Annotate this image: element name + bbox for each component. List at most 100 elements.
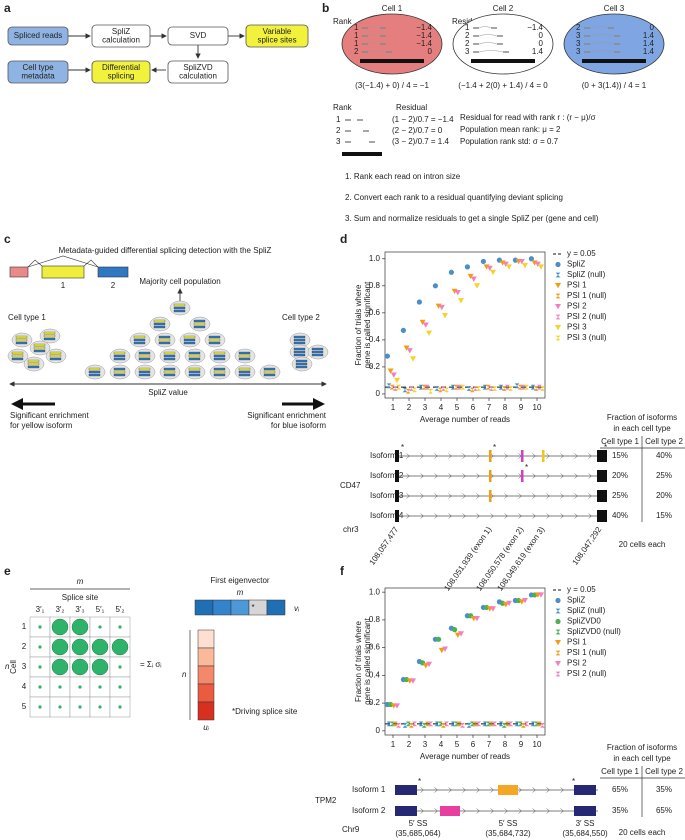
read-glyph	[293, 341, 306, 345]
point	[406, 348, 413, 354]
chevron	[476, 473, 480, 479]
point	[502, 261, 509, 267]
read-junction	[589, 50, 615, 53]
read-glyph	[293, 335, 306, 339]
matrix-circle	[98, 625, 102, 629]
read-junction	[478, 34, 498, 37]
chevron	[588, 493, 592, 499]
vector-cell	[194, 599, 214, 616]
table-cell: 15%	[612, 451, 628, 460]
legend-label: PSI 2	[567, 302, 587, 311]
read-glyph	[138, 357, 151, 361]
point	[474, 283, 480, 289]
point	[524, 721, 529, 727]
rank: 2	[336, 126, 341, 135]
vector-cell	[212, 599, 232, 616]
point	[517, 384, 523, 390]
rank: 2	[465, 31, 470, 40]
vector-cell	[197, 647, 215, 667]
point	[442, 646, 448, 652]
note: Residual for read with rank r : (r − μ)/…	[460, 113, 596, 122]
chevron	[420, 808, 424, 814]
point	[489, 721, 494, 727]
table-cell: 20%	[656, 491, 672, 500]
residual: 1.4	[643, 31, 655, 40]
panel-label: b	[322, 1, 329, 15]
chevron	[462, 473, 466, 479]
panel-label: f	[340, 564, 345, 578]
point	[516, 597, 522, 604]
matrix-circle	[118, 685, 122, 689]
y-tick-label: 1.0	[369, 587, 381, 596]
point	[402, 722, 408, 728]
y-tick-label: 0	[376, 726, 381, 735]
matrix-circle	[111, 638, 129, 656]
legend-marker	[555, 597, 561, 604]
flow-box	[91, 24, 151, 48]
read-glyph	[138, 351, 151, 355]
heading: Rank	[333, 103, 353, 112]
point	[450, 384, 456, 390]
read-glyph	[213, 357, 226, 361]
point	[508, 386, 513, 391]
legend-label: SpliZ	[567, 260, 585, 269]
y-tick-label: 0.6	[369, 308, 381, 317]
read-glyph	[293, 347, 306, 351]
read-glyph	[238, 370, 251, 374]
matrix-circle	[71, 618, 89, 636]
read-glyph	[193, 322, 206, 326]
point	[540, 722, 545, 728]
read-glyph	[213, 370, 226, 374]
gene-bar	[360, 59, 424, 63]
cell-name: Cell 3	[604, 4, 625, 13]
table-cell: 65%	[612, 785, 628, 794]
legend-label: SpliZVD0 (null)	[567, 627, 621, 636]
read-junction	[478, 50, 504, 53]
legend-marker	[555, 608, 561, 614]
point	[517, 721, 523, 727]
vector-cell	[197, 701, 215, 721]
vector-cell	[197, 629, 215, 649]
exon	[395, 490, 399, 502]
exon	[574, 806, 596, 816]
read-glyph	[11, 357, 24, 361]
flow-box	[7, 26, 69, 46]
dimension: m	[237, 588, 244, 597]
point	[460, 384, 465, 390]
column-label: 5′₂	[115, 605, 124, 614]
read-glyph	[33, 346, 46, 350]
table-cell: 25%	[656, 471, 672, 480]
residual: −1.4	[416, 31, 432, 40]
table-heading: in each cell type	[613, 424, 671, 433]
exon	[574, 785, 596, 795]
rank: 1	[354, 31, 359, 40]
dimension: m	[77, 577, 84, 586]
flow-arrows	[68, 33, 245, 73]
point	[490, 606, 496, 612]
point	[442, 313, 448, 319]
point	[418, 384, 424, 390]
read-junction	[478, 26, 492, 29]
read-glyph	[88, 370, 101, 374]
step: 1. Rank each read on intron size	[345, 172, 461, 181]
annotation: Cell type 1	[8, 313, 46, 322]
flow-label: SpliZ	[112, 27, 130, 36]
y-axis-label: Fraction of trials where	[354, 284, 363, 365]
read-glyph	[138, 354, 151, 358]
rank: 1	[354, 23, 359, 32]
chevron	[546, 513, 550, 519]
point	[394, 377, 400, 384]
vector-cell	[197, 683, 215, 703]
chevron	[462, 493, 466, 499]
read-junction	[478, 42, 498, 45]
read-glyph	[88, 367, 101, 371]
x-tick-label: 3	[423, 403, 428, 412]
matrix-circle	[91, 638, 109, 656]
table-heading: in each cell type	[613, 754, 671, 763]
column-label: 5′₁	[96, 605, 105, 614]
x-tick-label: 3	[423, 740, 428, 749]
x-tick-label: 1	[391, 403, 396, 412]
read-glyph	[88, 373, 101, 377]
annotation: for yellow isoform	[10, 421, 73, 430]
chevron	[560, 808, 564, 814]
